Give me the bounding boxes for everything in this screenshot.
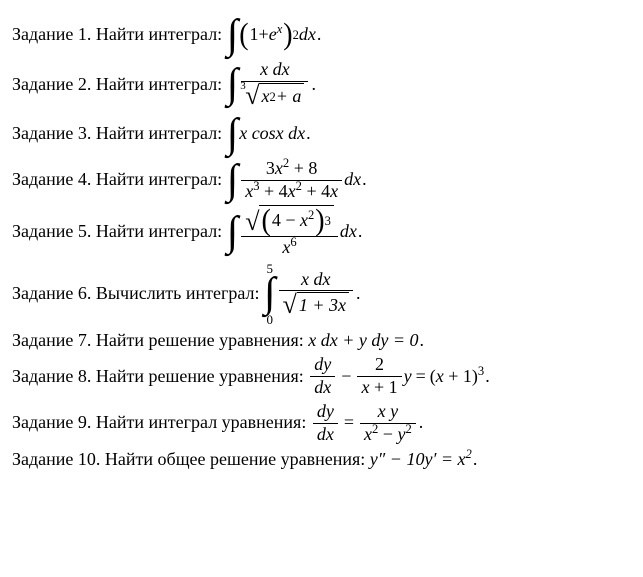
integral-sign-icon: ∫: [227, 63, 239, 105]
task-number: 9: [78, 412, 87, 434]
task-prefix: Задание: [12, 366, 78, 388]
task-3: Задание 3 . Найти интеграл: ∫ x cosx dx …: [12, 113, 631, 155]
task-prefix: Задание: [12, 412, 78, 434]
period: .: [356, 283, 361, 305]
integral-sign-icon: ∫: [227, 211, 239, 253]
task-number: 1: [78, 24, 87, 46]
period: .: [311, 74, 316, 96]
square-root: √ 1 + 3x: [283, 292, 349, 318]
task-label: . Найти решение уравнения:: [87, 330, 308, 352]
task-prefix: Задание: [12, 330, 78, 352]
integral-expression: ∫ x dx 3√ x2 + a: [227, 60, 311, 109]
task-label: . Найти интеграл:: [87, 169, 227, 191]
task-prefix: Задание: [12, 24, 78, 46]
task-1: Задание 1 . Найти интеграл: ∫ ( 1+ex ) 2…: [12, 14, 631, 56]
task-label: . Найти интеграл уравнения:: [87, 412, 311, 434]
task-label: . Найти решение уравнения:: [87, 366, 308, 388]
task-9: Задание 9 . Найти интеграл уравнения: dy…: [12, 402, 631, 445]
integral-sign-icon: ∫: [227, 159, 239, 201]
task-prefix: Задание: [12, 169, 78, 191]
integral-expression: ∫ 3x2 + 8 x3 + 4x2 + 4x dx: [227, 159, 361, 202]
integral-expression: ∫ ( 1+ex ) 2 dx: [227, 14, 316, 56]
task-number: 7: [78, 330, 87, 352]
period: .: [358, 221, 363, 243]
task-2: Задание 2 . Найти интеграл: ∫ x dx 3√ x2…: [12, 60, 631, 109]
square-root: √ ( 4 − x2 ) 3: [245, 205, 334, 235]
task-number: 5: [78, 221, 87, 243]
task-number: 10: [78, 449, 96, 471]
equation: y″ − 10y′ = x2: [370, 449, 472, 471]
task-number: 3: [78, 123, 87, 145]
task-prefix: Задание: [12, 283, 78, 305]
task-number: 8: [78, 366, 87, 388]
integral-sign-icon: 5 ∫ 0: [264, 262, 276, 326]
task-prefix: Задание: [12, 221, 78, 243]
task-label: . Вычислить интеграл:: [87, 283, 264, 305]
period: .: [419, 412, 424, 434]
integral-sign-icon: ∫: [227, 113, 239, 155]
period: .: [420, 330, 425, 352]
task-number: 2: [78, 74, 87, 96]
integral-expression: ∫ √ ( 4 − x2 ) 3: [227, 205, 357, 258]
task-7: Задание 7 . Найти решение уравнения: x d…: [12, 330, 631, 352]
period: .: [306, 123, 311, 145]
task-label: . Найти интеграл:: [87, 123, 227, 145]
equation: x dx + y dy = 0: [308, 330, 418, 352]
task-label: . Найти общее решение уравнения:: [96, 449, 370, 471]
task-prefix: Задание: [12, 74, 78, 96]
equation: dy dx = x y x2 − y2: [311, 402, 418, 445]
definite-integral-expression: 5 ∫ 0 x dx √ 1 + 3x: [264, 262, 355, 326]
task-label: . Найти интеграл:: [87, 74, 227, 96]
period: .: [485, 366, 490, 388]
task-prefix: Задание: [12, 449, 78, 471]
task-label: . Найти интеграл:: [87, 24, 227, 46]
integral-sign-icon: ∫: [227, 14, 239, 56]
task-label: . Найти интеграл:: [87, 221, 227, 243]
task-5: Задание 5 . Найти интеграл: ∫ √ ( 4 − x2…: [12, 205, 631, 258]
task-number: 6: [78, 283, 87, 305]
equation: dy dx − 2 x + 1 y = (x + 1)3: [308, 355, 484, 398]
period: .: [317, 24, 322, 46]
period: .: [473, 449, 478, 471]
task-number: 4: [78, 169, 87, 191]
task-6: Задание 6 . Вычислить интеграл: 5 ∫ 0 x …: [12, 262, 631, 326]
period: .: [362, 169, 367, 191]
task-4: Задание 4 . Найти интеграл: ∫ 3x2 + 8 x3…: [12, 159, 631, 202]
task-prefix: Задание: [12, 123, 78, 145]
task-10: Задание 10 . Найти общее решение уравнен…: [12, 449, 631, 471]
task-8: Задание 8 . Найти решение уравнения: dy …: [12, 355, 631, 398]
integral-expression: ∫ x cosx dx: [227, 113, 305, 155]
cube-root: 3√ x2 + a: [245, 83, 304, 109]
